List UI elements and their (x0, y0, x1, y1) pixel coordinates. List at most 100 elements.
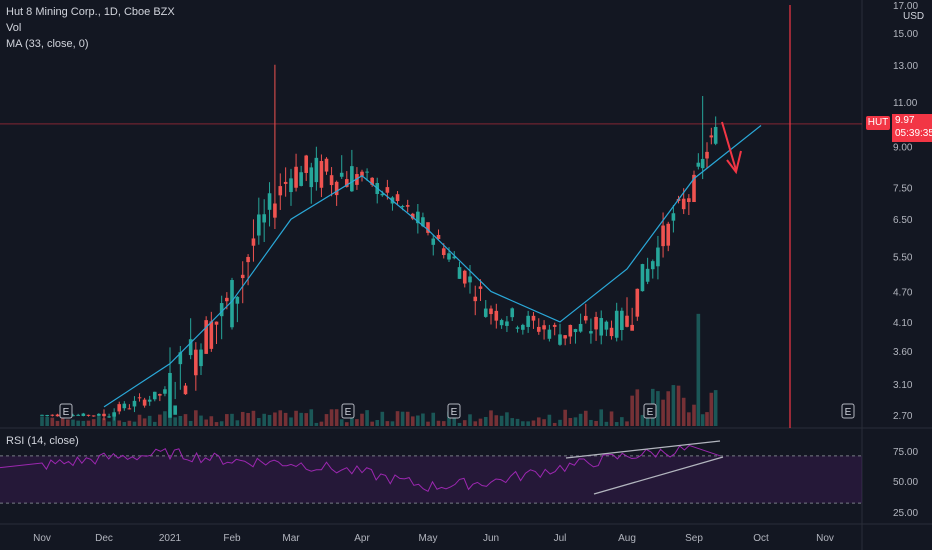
candle-body (400, 206, 405, 208)
volume-bar (251, 410, 256, 426)
chart-title: Hut 8 Mining Corp., 1D, Cboe BZX (6, 6, 175, 18)
time-tick-label: Dec (95, 533, 113, 544)
candle-body (350, 166, 354, 192)
volume-bar (246, 413, 250, 426)
volume-bar (526, 421, 530, 426)
volume-bar (594, 420, 598, 426)
candle-body (81, 413, 86, 416)
candle-body (76, 414, 80, 416)
candle-body (558, 334, 562, 345)
candle-body (468, 276, 472, 283)
volume-bar (214, 422, 219, 426)
volume-bar (625, 421, 629, 426)
volume-bar (671, 385, 676, 426)
candle-body (283, 181, 288, 184)
volume-bar (385, 421, 390, 426)
volume-bar (380, 411, 385, 426)
candle-body (536, 326, 541, 332)
candle-body (204, 320, 208, 354)
candle-body (650, 261, 655, 270)
vol-legend: Vol (6, 22, 22, 34)
volume-bar (568, 418, 573, 426)
volume-bar (656, 391, 660, 426)
volume-bar (609, 411, 614, 426)
rsi-trendline-lower (593, 456, 724, 495)
volume-bar (365, 410, 369, 426)
candle-body (183, 385, 188, 395)
price-tick-label: 17.00 (893, 1, 918, 12)
volume-bar (370, 421, 374, 426)
candle-body (50, 414, 55, 416)
volume-bar (635, 389, 640, 426)
volume-bar (132, 421, 137, 426)
candle-body (625, 315, 629, 327)
candle-body (86, 414, 91, 416)
volume-bar (681, 397, 686, 426)
volume-bar (127, 420, 132, 426)
volume-bar (86, 420, 91, 426)
volume-bar (76, 420, 80, 426)
candle-body (219, 303, 224, 317)
candle-body (531, 315, 536, 321)
volume-bar (390, 421, 395, 426)
volume-bar (375, 420, 380, 426)
volume-bar (436, 420, 441, 426)
candle-body (294, 166, 298, 188)
ma-legend: MA (33, close, 0) (6, 38, 89, 50)
time-tick-label: Jul (554, 533, 567, 544)
candle-body (614, 310, 619, 338)
volume-bar (230, 413, 234, 426)
volume-bar (194, 410, 198, 426)
volume-bar (107, 421, 111, 426)
volume-bar (457, 422, 462, 426)
candle-body (127, 408, 132, 410)
volume-bar (152, 421, 157, 426)
rsi-legend: RSI (14, close) (6, 435, 79, 447)
candle-body (122, 403, 127, 409)
time-tick-label: Feb (223, 533, 241, 544)
volume-bar (441, 421, 446, 426)
volume-bar (142, 418, 147, 426)
candle-body (225, 297, 229, 302)
price-tick-label: 3.10 (893, 380, 913, 391)
candle-body (620, 310, 624, 331)
volume-bar (473, 421, 478, 426)
candle-body (395, 194, 400, 202)
volume-bar (573, 417, 578, 426)
candle-body (251, 238, 256, 246)
volume-bar (168, 409, 172, 426)
ma-line (103, 125, 762, 408)
candle-body (289, 178, 293, 193)
volume-bar (60, 417, 65, 426)
candle-body (594, 316, 598, 330)
candle-body (152, 391, 157, 400)
volume-bar (483, 416, 488, 426)
volume-bar (709, 392, 714, 426)
candle-body (194, 349, 198, 376)
candle-body (240, 274, 245, 279)
volume-bar (339, 419, 344, 426)
volume-bar (283, 412, 288, 426)
candle-body (436, 234, 441, 240)
candle-body (309, 167, 314, 188)
volume-bar (183, 414, 188, 426)
price-tick-label: 7.50 (893, 183, 913, 194)
volume-bar (137, 414, 142, 426)
candle-body (370, 177, 374, 185)
candle-body (589, 331, 593, 334)
volume-bar (55, 420, 60, 426)
candle-body (137, 397, 142, 399)
candle-body (168, 372, 172, 418)
volume-bar (400, 411, 405, 426)
candle-body (173, 405, 177, 415)
time-tick-label: Nov (33, 533, 51, 544)
bar-countdown: 05:39:35 (895, 128, 932, 139)
volume-bar (40, 416, 44, 426)
volume-bar (713, 390, 718, 426)
earnings-marker (341, 403, 355, 419)
candle-body (609, 327, 614, 337)
symbol-badge: HUT (866, 116, 890, 130)
candle-body (441, 248, 446, 256)
candle-body (257, 214, 261, 236)
